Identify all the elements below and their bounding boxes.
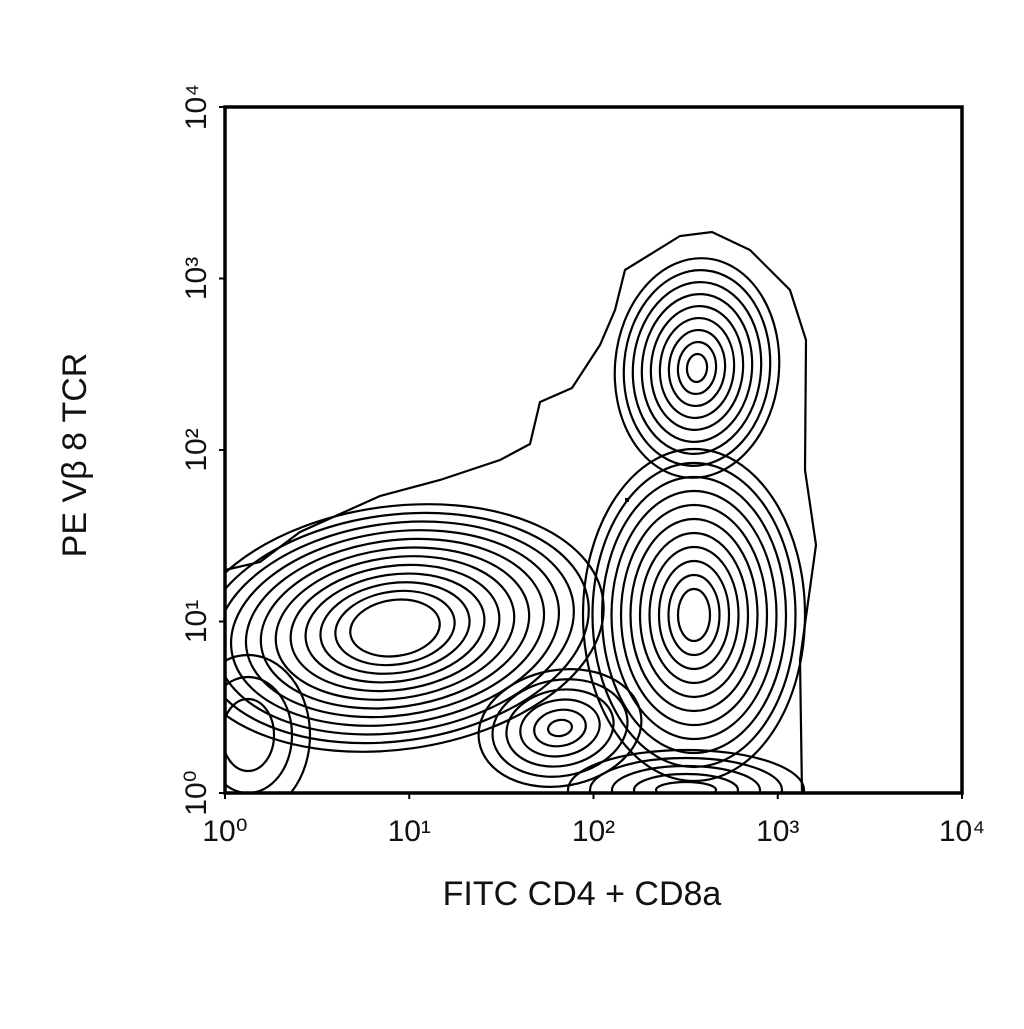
contour-line	[319, 581, 471, 675]
contour-line	[654, 780, 718, 793]
plot-frame	[223, 105, 964, 795]
contour-line	[600, 475, 788, 755]
y-tick-label: 10⁴	[180, 84, 213, 130]
y-tick-label: 10⁰	[180, 770, 213, 815]
contour-line	[640, 293, 754, 443]
contour-line	[225, 653, 312, 793]
contour-line	[638, 531, 750, 699]
y-axis-title: PE Vβ 8 TCR	[56, 353, 94, 558]
y-tick-label: 10³	[180, 257, 213, 300]
contour-dot	[625, 498, 629, 502]
contour-line	[505, 688, 615, 768]
contour-line	[588, 756, 784, 793]
contour-line	[519, 698, 601, 758]
contour-line	[229, 529, 561, 727]
contour-line	[225, 520, 575, 736]
contour-outline	[225, 230, 818, 793]
contour-line	[619, 503, 769, 727]
contour-line	[657, 559, 731, 671]
contours	[225, 230, 818, 793]
x-tick-label: 10³	[756, 815, 799, 848]
x-axis-title: FITC CD4 + CD8a	[443, 875, 722, 913]
contour-line	[547, 718, 573, 738]
contour-line	[591, 461, 797, 769]
contour-line	[658, 316, 736, 420]
contour-line	[533, 708, 587, 748]
x-tick-label: 10¹	[388, 815, 431, 848]
contour-line	[648, 545, 740, 685]
contour-line	[667, 328, 727, 408]
contour-line	[631, 281, 763, 455]
contour-line	[244, 537, 546, 719]
contour-line	[334, 589, 456, 667]
contour-line	[622, 269, 772, 467]
contour-line	[610, 489, 778, 741]
x-tick-label: 10²	[572, 815, 615, 848]
contour-line	[649, 305, 745, 431]
contour-line	[629, 517, 759, 713]
contour-line	[676, 587, 712, 643]
contour-line	[289, 563, 501, 693]
x-tick-label: 10⁴	[939, 815, 985, 848]
contour-line	[225, 675, 294, 793]
contour-line	[349, 598, 441, 658]
y-tick-label: 10¹	[180, 600, 213, 643]
contour-line	[477, 668, 643, 788]
contour-line	[304, 572, 486, 684]
contour-line	[610, 764, 762, 793]
contour-line	[581, 447, 807, 783]
contour-line	[566, 748, 806, 793]
contour-line	[274, 555, 516, 701]
y-tick-label: 10²	[180, 428, 213, 471]
x-tick-label: 10⁰	[202, 815, 247, 848]
contour-line	[225, 697, 276, 773]
contour-line	[225, 511, 590, 745]
contour-line	[259, 546, 531, 710]
contour-line	[667, 573, 721, 657]
contour-line	[632, 772, 740, 793]
contour-line	[685, 352, 709, 384]
contour-line	[676, 340, 718, 396]
contour-line	[491, 678, 629, 778]
